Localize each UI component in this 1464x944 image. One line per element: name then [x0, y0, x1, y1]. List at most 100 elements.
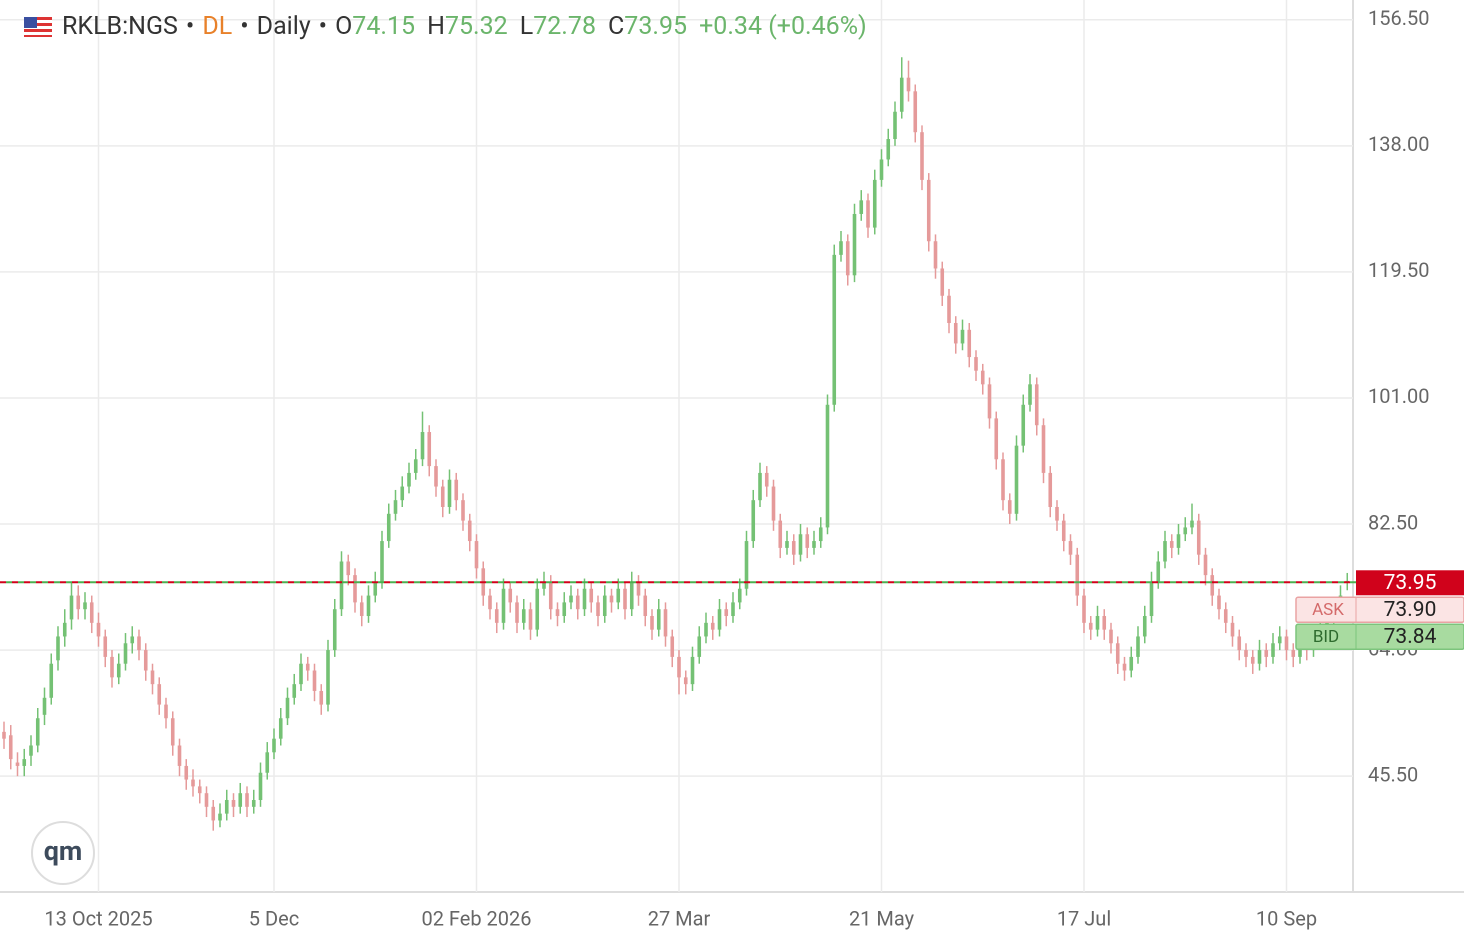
- candle-body: [744, 541, 749, 589]
- candle-body: [582, 588, 587, 610]
- candle-body: [339, 561, 344, 610]
- candle-body: [312, 670, 317, 691]
- candle-body: [8, 735, 13, 760]
- overlay: 73.95 ASK 73.90 BID 73.84 qm: [0, 570, 1464, 885]
- candle-body: [1055, 506, 1059, 521]
- candle-body: [1169, 541, 1174, 548]
- candle-body: [980, 370, 985, 385]
- x-tick-label: 13 Oct 2025: [44, 906, 152, 930]
- last-price-label: 73.95: [1384, 571, 1437, 595]
- candle-body: [197, 786, 202, 794]
- candle-body: [1183, 527, 1188, 535]
- candle-body: [1196, 520, 1201, 555]
- candle-body: [1122, 663, 1127, 671]
- candle-body: [440, 486, 445, 507]
- quote-value: 73.84: [1384, 625, 1437, 649]
- candle-body: [164, 704, 168, 719]
- x-tick-label: 10 Sep: [1256, 906, 1317, 930]
- candle-body: [366, 595, 371, 617]
- candle-body: [697, 636, 702, 657]
- candle-body: [1034, 384, 1039, 426]
- candle-body: [35, 718, 40, 746]
- candle-body: [272, 738, 276, 753]
- candle-body: [1014, 445, 1019, 514]
- candle-body: [535, 588, 540, 630]
- candle-body: [960, 329, 965, 344]
- candle-body: [49, 663, 54, 698]
- candle-body: [913, 91, 918, 133]
- candle-body: [285, 697, 290, 719]
- candle-body: [899, 77, 904, 112]
- candle-body: [1061, 520, 1066, 542]
- candle-body: [548, 581, 553, 610]
- candle-body: [1298, 643, 1302, 657]
- candle-body: [886, 139, 891, 160]
- candle-body: [353, 575, 357, 603]
- candle-body: [251, 800, 256, 807]
- candle-body: [157, 684, 162, 705]
- y-tick-label: 119.50: [1368, 258, 1429, 282]
- candle-body: [758, 472, 762, 501]
- candle-body: [1082, 595, 1086, 623]
- candle-body: [677, 656, 681, 678]
- candle-body: [906, 77, 911, 92]
- candle-body: [825, 404, 830, 528]
- candle-body: [805, 534, 810, 548]
- candle-body: [818, 527, 823, 542]
- candle-body: [1237, 636, 1242, 651]
- candle-body: [407, 472, 411, 487]
- low-label: L: [519, 12, 534, 41]
- candle-body: [879, 159, 884, 180]
- y-tick-label: 101.00: [1368, 384, 1429, 408]
- candle-body: [62, 622, 67, 637]
- x-tick-label: 17 Jul: [1057, 906, 1111, 930]
- candle-body: [434, 466, 438, 487]
- candle-body: [299, 663, 303, 685]
- candle-body: [589, 588, 594, 603]
- candle-body: [265, 752, 270, 773]
- candle-body: [305, 663, 310, 671]
- quote-name: BID: [1313, 627, 1339, 647]
- candle-body: [204, 793, 209, 807]
- candle-body: [1271, 643, 1275, 657]
- candle-body: [1115, 643, 1120, 664]
- candle-body: [717, 609, 722, 630]
- candle-body: [521, 609, 526, 623]
- candle-body: [211, 806, 216, 821]
- candle-body: [852, 213, 857, 276]
- candle-body: [1291, 650, 1296, 657]
- candle-body: [15, 762, 20, 766]
- candle-body: [116, 663, 121, 678]
- quote-name: ASK: [1312, 600, 1344, 620]
- candle-body: [616, 588, 621, 603]
- candle-body: [373, 581, 378, 596]
- candle-body: [528, 609, 533, 630]
- candle-body: [420, 432, 425, 460]
- candle-body: [866, 200, 870, 228]
- candle-body: [2, 731, 6, 739]
- candle-body: [1257, 650, 1262, 664]
- candle-body: [1163, 541, 1167, 562]
- close-value: 73.95: [624, 12, 688, 41]
- candle-body: [454, 479, 459, 501]
- candle-body: [319, 690, 324, 705]
- candle-body: [177, 745, 182, 766]
- candle-body: [170, 718, 175, 746]
- x-tick-label: 27 Mar: [648, 906, 711, 930]
- separator: •: [240, 12, 249, 41]
- candle-body: [386, 513, 391, 542]
- candle-body: [623, 588, 627, 610]
- candle-body: [859, 200, 864, 214]
- candle-body: [1109, 629, 1113, 644]
- candle-body: [143, 650, 148, 671]
- candle-body: [569, 595, 573, 603]
- high-label: H: [427, 12, 445, 41]
- candle-body: [602, 595, 607, 617]
- candle-body: [1244, 650, 1248, 657]
- quote-tag: [1295, 623, 1464, 651]
- candle-body: [1075, 554, 1080, 596]
- candle-body: [920, 132, 924, 180]
